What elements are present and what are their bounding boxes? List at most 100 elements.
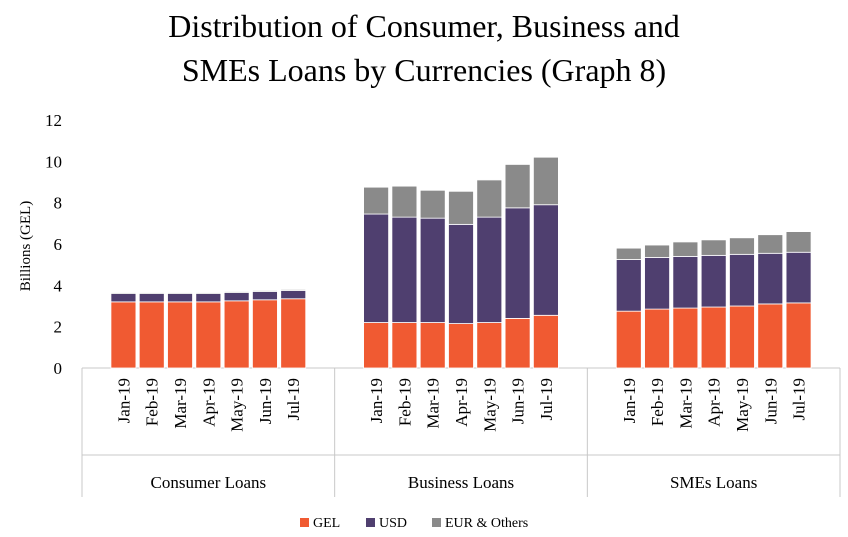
group-label: SMEs Loans	[670, 473, 757, 492]
bar-segment-gel	[504, 317, 531, 369]
bar-segment-gel	[476, 322, 503, 369]
bar-segment-usd	[476, 216, 503, 323]
group-label: Consumer Loans	[150, 473, 266, 492]
y-tick-label: 2	[54, 318, 63, 337]
bar-segment-eur-others	[110, 292, 137, 295]
y-axis-title: Billions (GEL)	[18, 201, 34, 291]
bar-segment-eur-others	[785, 231, 812, 253]
bar-segment-gel	[419, 322, 446, 369]
group-label: Business Loans	[408, 473, 514, 492]
bar-segment-usd	[700, 254, 727, 308]
x-tick-label: Jul-19	[284, 378, 303, 421]
bar-segment-usd	[615, 259, 642, 312]
bar-segment-usd	[533, 204, 559, 316]
bar-segment-gel	[138, 301, 165, 369]
bar-segment-gel	[223, 300, 250, 369]
y-tick-label: 8	[54, 194, 63, 213]
legend-swatch	[432, 518, 441, 527]
bar-segment-eur-others	[672, 241, 699, 257]
bar-segment-eur-others	[448, 190, 474, 225]
bar-segment-eur-others	[757, 234, 784, 254]
x-tick-label: Jul-19	[790, 378, 809, 421]
bar-segment-gel	[195, 301, 222, 369]
bar-segment-gel	[533, 314, 559, 369]
y-tick-label: 12	[45, 111, 62, 130]
y-tick-label: 6	[54, 235, 63, 254]
bar-segment-gel	[700, 306, 727, 369]
bar-segment-eur-others	[476, 179, 503, 218]
x-tick-label: Apr-19	[705, 378, 724, 427]
bar-segment-gel	[757, 303, 784, 369]
bar-segment-usd	[391, 216, 418, 323]
bar-segment-eur-others	[391, 185, 418, 218]
x-tick-label: Jul-19	[537, 378, 556, 421]
bar-segment-usd	[785, 251, 812, 304]
bar-segment-eur-others	[700, 239, 727, 256]
bar-segment-eur-others	[138, 292, 165, 295]
bar-segment-eur-others	[644, 244, 670, 258]
bar-segment-gel	[167, 301, 193, 369]
y-tick-label: 10	[45, 152, 62, 171]
x-tick-label: May-19	[228, 378, 247, 432]
bar-segment-eur-others	[195, 292, 222, 295]
x-tick-label: Feb-19	[143, 378, 162, 426]
x-tick-label: Jun-19	[256, 378, 275, 424]
x-tick-label: Jan-19	[367, 378, 386, 423]
bar-segment-usd	[363, 213, 390, 323]
x-tick-label: Mar-19	[676, 378, 695, 429]
bar-segment-eur-others	[419, 189, 446, 219]
legend-swatch	[300, 518, 309, 527]
bar-segment-eur-others	[223, 291, 250, 293]
bar-segment-usd	[138, 293, 165, 303]
bar-segment-usd	[757, 252, 784, 305]
bar-segment-gel	[615, 310, 642, 369]
bar-segment-eur-others	[729, 237, 755, 255]
x-tick-label: Jun-19	[761, 378, 780, 424]
y-tick-label: 0	[54, 359, 63, 378]
x-tick-label: Feb-19	[648, 378, 667, 426]
bar-segment-usd	[729, 253, 755, 307]
bar-segment-usd	[419, 217, 446, 323]
legend-swatch	[366, 518, 375, 527]
chart-title-line-2: SMEs Loans by Currencies (Graph 8)	[181, 52, 667, 88]
x-tick-label: Jun-19	[509, 378, 528, 424]
bar-segment-gel	[672, 307, 699, 369]
chart-title-line-1: Distribution of Consumer, Business and	[168, 8, 680, 44]
bar-segment-eur-others	[363, 186, 390, 215]
bar-segment-usd	[280, 290, 307, 300]
bar-segment-eur-others	[252, 290, 278, 292]
bar-segment-usd	[195, 293, 222, 303]
bar-segment-gel	[391, 322, 418, 369]
bar-segment-usd	[110, 293, 137, 303]
bar-segment-gel	[363, 322, 390, 369]
bar-segment-eur-others	[533, 156, 559, 206]
x-tick-label: Jan-19	[114, 378, 133, 423]
x-tick-label: Jan-19	[620, 378, 639, 423]
bar-segment-usd	[504, 207, 531, 319]
bar-segment-eur-others	[167, 292, 193, 295]
legend-label: EUR & Others	[445, 516, 528, 531]
bar-segment-usd	[644, 257, 670, 310]
bar-segment-gel	[729, 305, 755, 369]
x-tick-label: May-19	[733, 378, 752, 432]
bar-segment-gel	[280, 298, 307, 369]
bar-segment-usd	[672, 255, 699, 309]
bar-segment-eur-others	[504, 164, 531, 209]
bar-segment-gel	[644, 308, 670, 369]
bar-segment-usd	[167, 293, 193, 303]
bar-segment-gel	[252, 299, 278, 369]
x-tick-label: Apr-19	[199, 378, 218, 427]
x-tick-label: Mar-19	[171, 378, 190, 429]
legend-label: GEL	[313, 516, 340, 531]
bar-segment-usd	[252, 291, 278, 301]
bar-segment-gel	[448, 323, 474, 369]
bar-segment-usd	[223, 292, 250, 302]
y-tick-label: 4	[54, 276, 63, 295]
x-tick-label: Mar-19	[424, 378, 443, 429]
bar-segment-usd	[448, 223, 474, 324]
chart-title: Distribution of Consumer, Business and S…	[0, 4, 848, 92]
bar-segment-eur-others	[280, 289, 307, 291]
bar-segment-gel	[110, 301, 137, 369]
x-tick-label: Apr-19	[452, 378, 471, 427]
x-tick-label: Feb-19	[395, 378, 414, 426]
